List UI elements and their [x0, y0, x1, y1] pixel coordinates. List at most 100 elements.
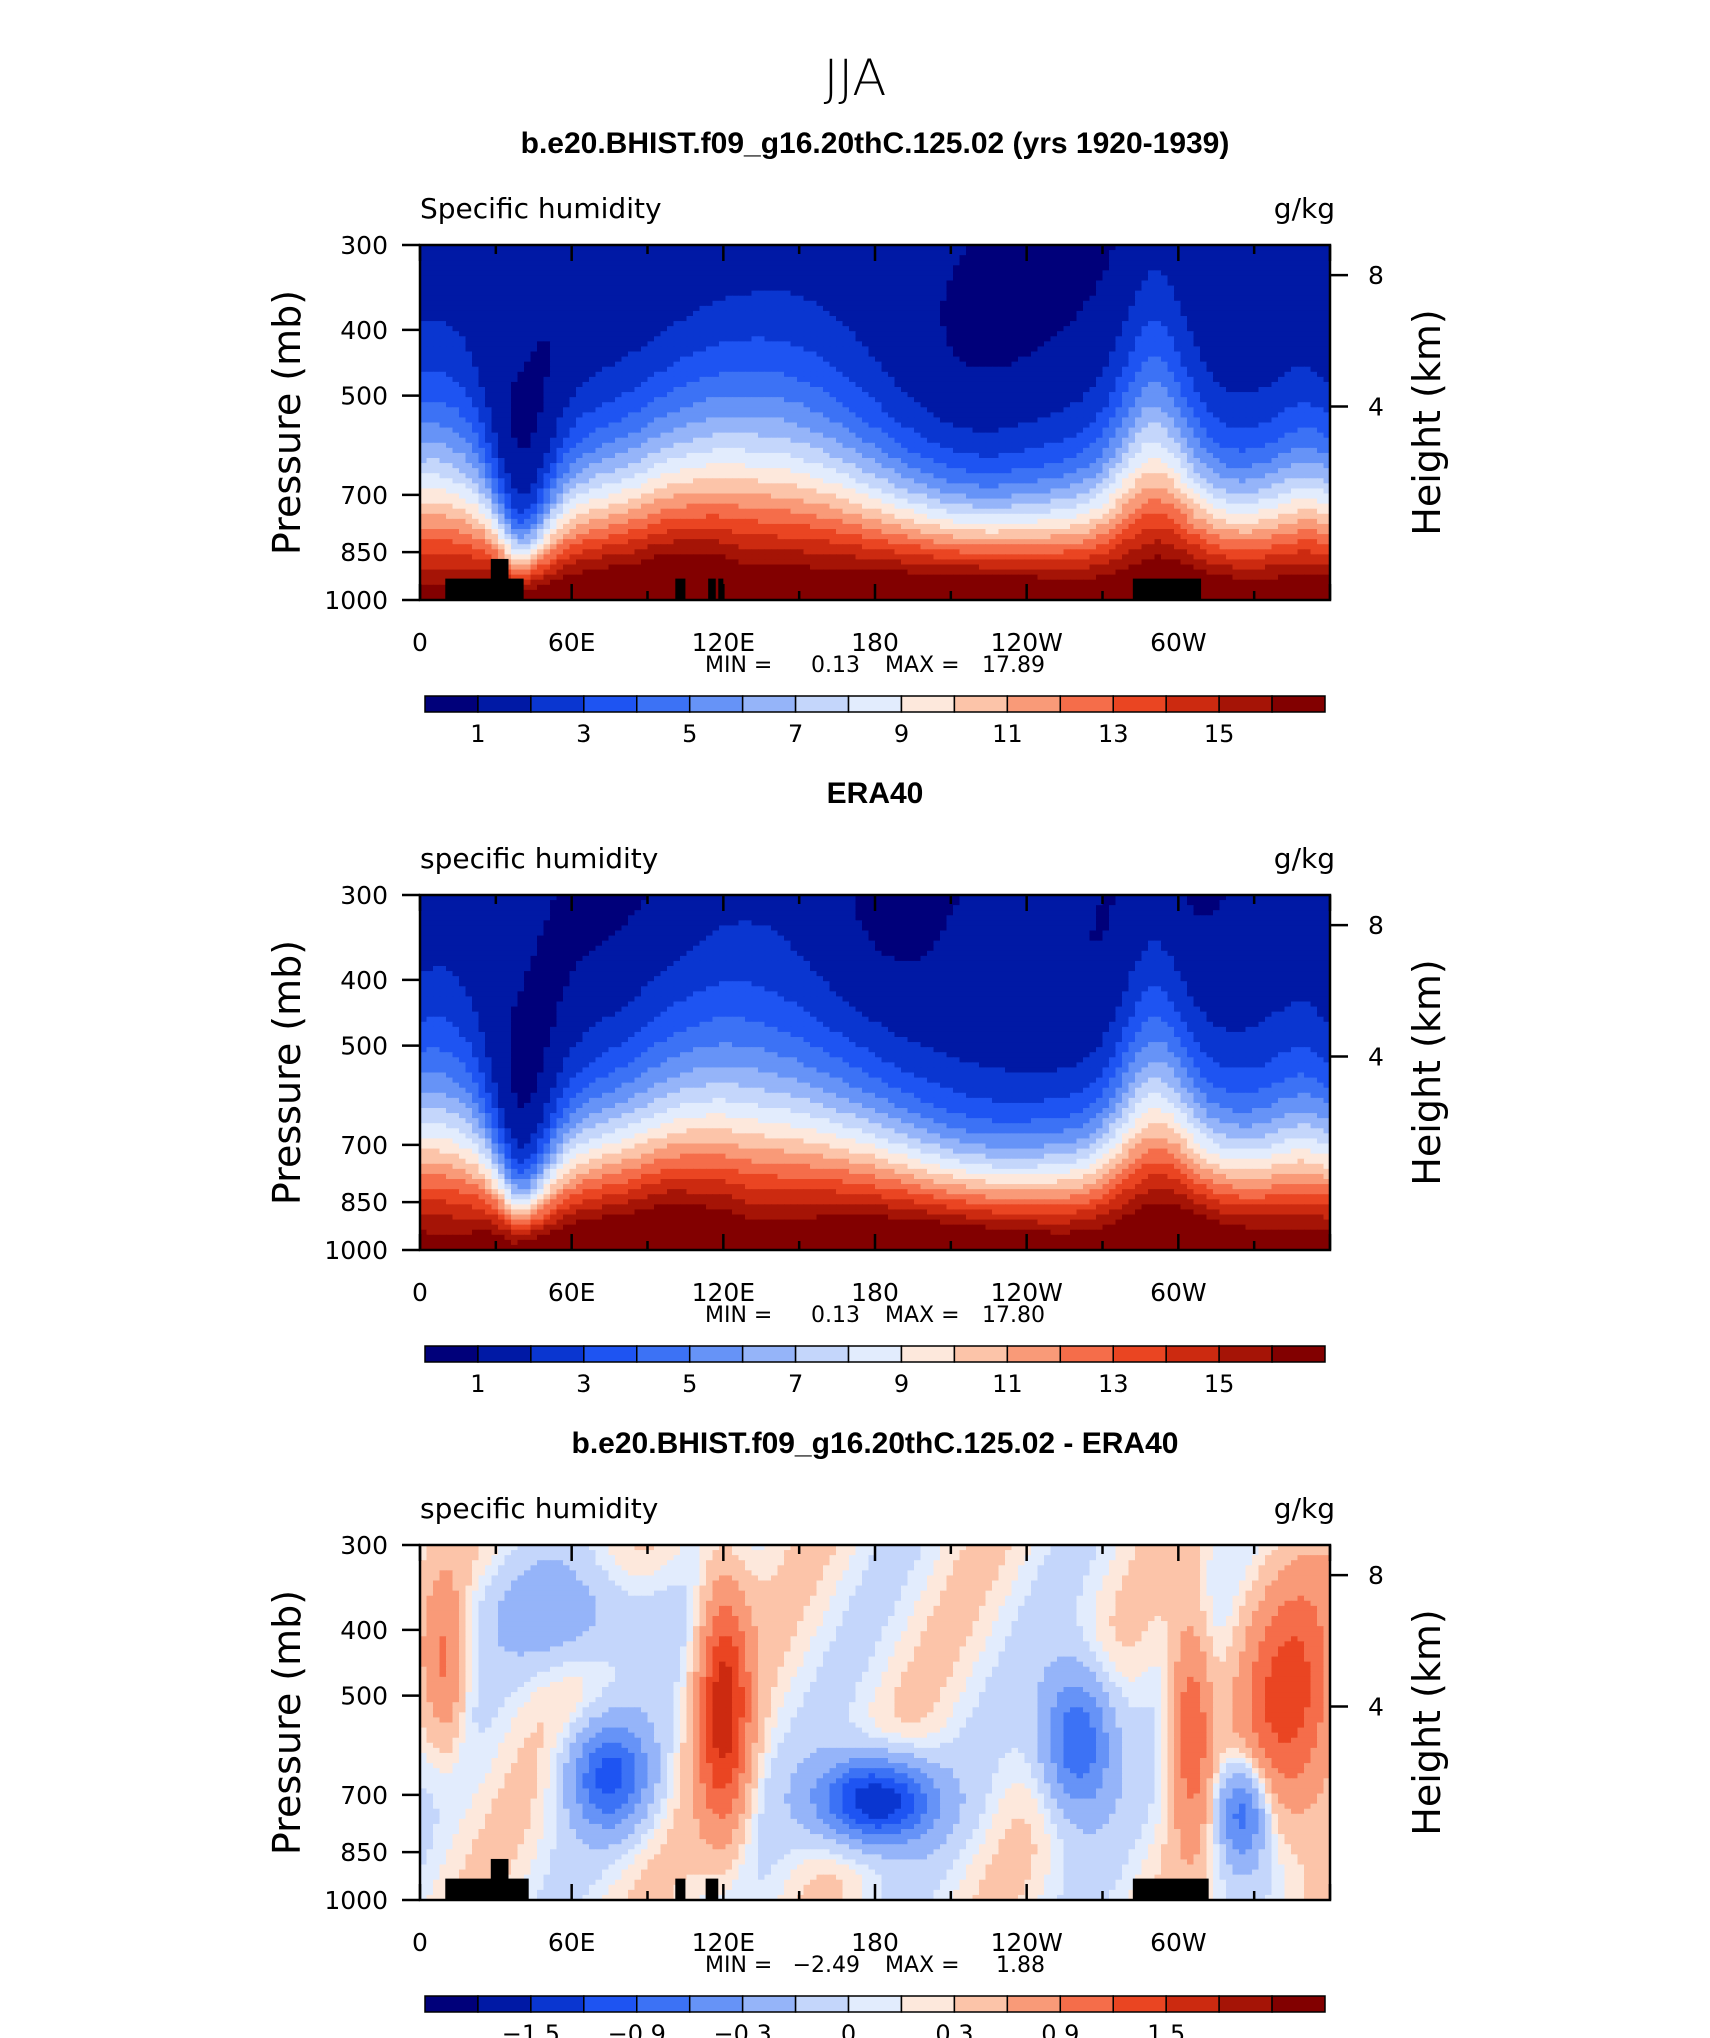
heatmap-cell — [550, 291, 557, 297]
heatmap-cell — [804, 402, 811, 408]
heatmap-cell — [615, 407, 622, 413]
heatmap-cell — [635, 346, 642, 352]
heatmap-cell — [1031, 362, 1038, 368]
heatmap-cell — [1213, 372, 1220, 378]
heatmap-cell — [784, 270, 791, 276]
heatmap-cell — [1285, 260, 1292, 266]
heatmap-cell — [1174, 407, 1181, 413]
heatmap-cell — [817, 270, 824, 276]
heatmap-cell — [1311, 306, 1318, 312]
heatmap-cell — [615, 367, 622, 373]
heatmap-cell — [466, 336, 473, 342]
heatmap-cell — [1044, 362, 1051, 368]
heatmap-cell — [427, 423, 434, 429]
heatmap-cell — [791, 372, 798, 378]
heatmap-cell — [804, 336, 811, 342]
heatmap-cell — [1161, 402, 1168, 408]
heatmap-cell — [901, 281, 908, 287]
heatmap-cell — [1070, 357, 1077, 363]
heatmap-cell — [492, 367, 499, 373]
heatmap-cell — [628, 357, 635, 363]
heatmap-cell — [1044, 250, 1051, 256]
heatmap-cell — [732, 402, 739, 408]
heatmap-cell — [511, 382, 518, 388]
heatmap-cell — [693, 397, 700, 403]
heatmap-cell — [1155, 352, 1162, 358]
heatmap-cell — [1142, 321, 1149, 327]
heatmap-cell — [1311, 321, 1318, 327]
heatmap-cell — [1031, 417, 1038, 423]
heatmap-cell — [934, 250, 941, 256]
heatmap-cell — [908, 316, 915, 322]
heatmap-cell — [615, 331, 622, 337]
heatmap-cell — [1181, 336, 1188, 342]
heatmap-cell — [557, 397, 564, 403]
heatmap-cell — [778, 311, 785, 317]
heatmap-cell — [1265, 402, 1272, 408]
heatmap-cell — [1129, 352, 1136, 358]
heatmap-cell — [979, 275, 986, 281]
heatmap-cell — [1077, 321, 1084, 327]
heatmap-cell — [1103, 301, 1110, 307]
heatmap-cell — [1272, 281, 1279, 287]
heatmap-cell — [700, 291, 707, 297]
heatmap-cell — [1031, 286, 1038, 292]
heatmap-cell — [869, 296, 876, 302]
heatmap-cell — [1031, 306, 1038, 312]
heatmap-cell — [940, 402, 947, 408]
heatmap-cell — [836, 296, 843, 302]
heatmap-cell — [869, 306, 876, 312]
heatmap-cell — [817, 367, 824, 373]
heatmap-cell — [693, 270, 700, 276]
heatmap-cell — [492, 397, 499, 403]
heatmap-cell — [960, 346, 967, 352]
heatmap-cell — [648, 423, 655, 429]
heatmap-cell — [927, 402, 934, 408]
heatmap-cell — [1278, 321, 1285, 327]
heatmap-cell — [654, 362, 661, 368]
heatmap-cell — [654, 255, 661, 261]
heatmap-cell — [1161, 250, 1168, 256]
heatmap-cell — [882, 336, 889, 342]
heatmap-cell — [1246, 270, 1253, 276]
heatmap-cell — [934, 316, 941, 322]
heatmap-cell — [466, 407, 473, 413]
heatmap-cell — [440, 423, 447, 429]
heatmap-cell — [1122, 326, 1129, 332]
heatmap-cell — [719, 331, 726, 337]
heatmap-cell — [966, 250, 973, 256]
heatmap-cell — [563, 367, 570, 373]
heatmap-cell — [1096, 387, 1103, 393]
heatmap-cell — [440, 352, 447, 358]
heatmap-cell — [830, 336, 837, 342]
heatmap-cell — [1220, 296, 1227, 302]
heatmap-cell — [1304, 357, 1311, 363]
heatmap-cell — [1226, 362, 1233, 368]
heatmap-cell — [1278, 397, 1285, 403]
heatmap-cell — [433, 341, 440, 347]
heatmap-cell — [1252, 296, 1259, 302]
heatmap-cell — [1064, 275, 1071, 281]
heatmap-cell — [882, 423, 889, 429]
heatmap-cell — [563, 331, 570, 337]
heatmap-cell — [615, 346, 622, 352]
heatmap-cell — [615, 311, 622, 317]
heatmap-cell — [1298, 372, 1305, 378]
heatmap-cell — [492, 357, 499, 363]
heatmap-cell — [498, 387, 505, 393]
heatmap-cell — [641, 311, 648, 317]
heatmap-cell — [921, 265, 928, 271]
heatmap-cell — [1038, 382, 1045, 388]
heatmap-cell — [856, 362, 863, 368]
heatmap-cell — [654, 270, 661, 276]
heatmap-cell — [1135, 321, 1142, 327]
heatmap-cell — [784, 341, 791, 347]
heatmap-cell — [719, 326, 726, 332]
heatmap-cell — [1272, 357, 1279, 363]
heatmap-cell — [758, 265, 765, 271]
heatmap-cell — [1057, 346, 1064, 352]
heatmap-cell — [531, 336, 538, 342]
heatmap-cell — [498, 341, 505, 347]
heatmap-cell — [1239, 346, 1246, 352]
heatmap-cell — [1291, 392, 1298, 398]
